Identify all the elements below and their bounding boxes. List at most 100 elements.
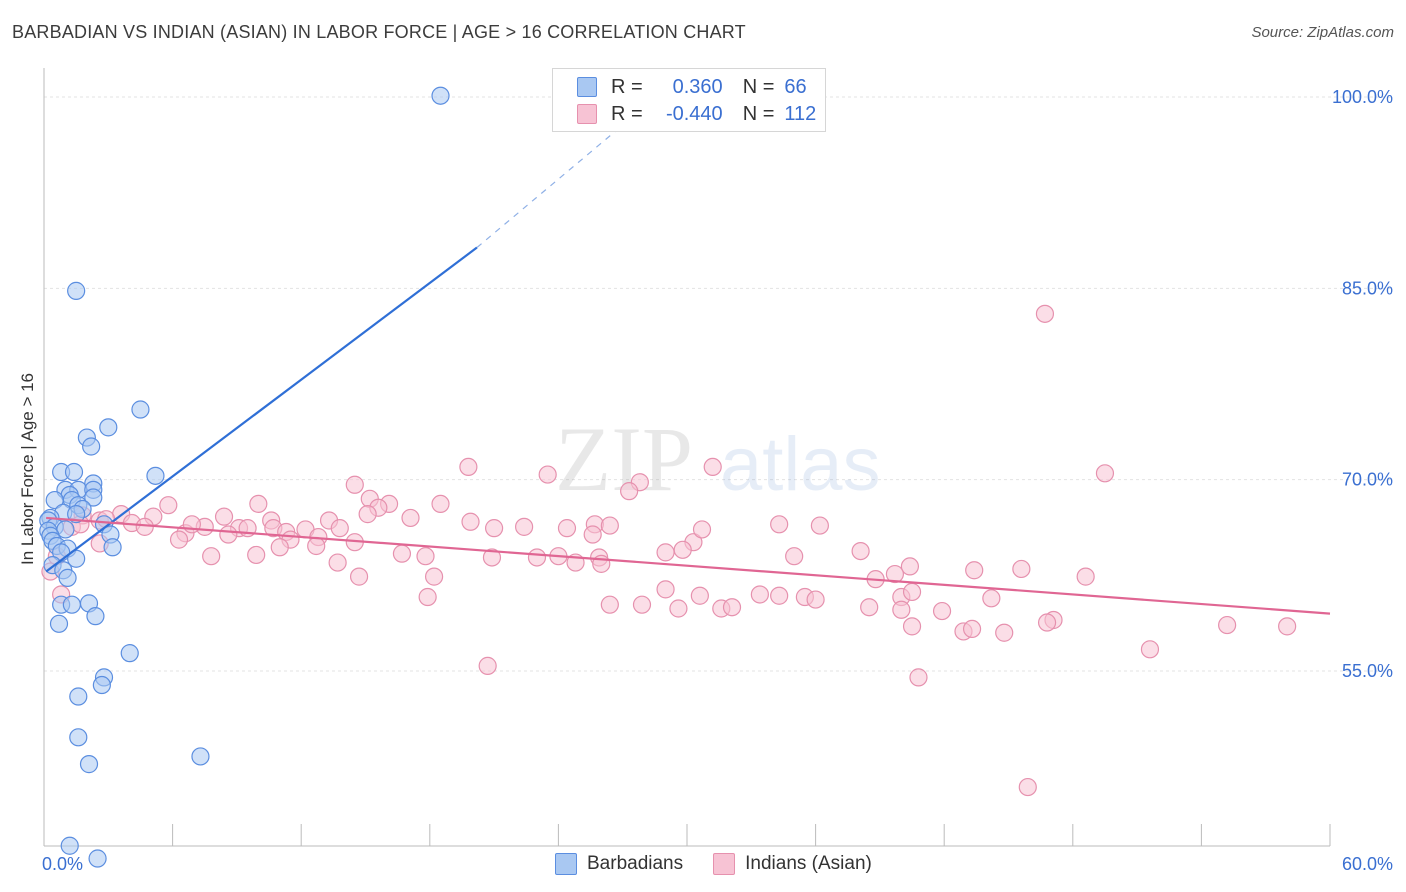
correlation-legend: R = 0.360 N = 66 R = -0.440 N = 112	[552, 68, 826, 132]
point-indians	[270, 538, 289, 557]
point-indians	[424, 567, 444, 586]
point-indians	[214, 507, 234, 526]
point-indians	[810, 516, 829, 535]
legend-r-value: -0.440	[665, 102, 723, 125]
point-indians	[656, 580, 675, 599]
point-indians	[202, 547, 221, 566]
point-indians	[932, 601, 952, 621]
legend-n-value: 66	[784, 75, 807, 98]
point-indians	[770, 515, 789, 534]
legend-n-value: 112	[784, 102, 817, 125]
point-indians	[1076, 567, 1095, 586]
point-indians	[478, 656, 497, 675]
point-barbadians	[49, 614, 69, 633]
legend-label-barbadians: Barbadians	[587, 853, 684, 874]
point-indians	[249, 494, 268, 514]
point-indians	[982, 589, 1001, 608]
point-indians	[1218, 615, 1237, 635]
trend-line-barbadians	[45, 246, 478, 573]
point-barbadians	[88, 849, 107, 868]
point-barbadians	[67, 505, 86, 524]
point-indians	[673, 540, 692, 559]
point-indians	[247, 545, 266, 565]
point-barbadians	[99, 418, 118, 437]
point-indians	[1012, 559, 1031, 579]
legend-n-label: N =	[742, 75, 775, 98]
legend-n-label: N =	[742, 102, 775, 125]
legend-r-label: R =	[611, 102, 643, 125]
point-barbadians	[84, 488, 103, 507]
point-indians	[515, 517, 534, 536]
point-barbadians	[64, 462, 84, 482]
watermark-atlas: atlas	[720, 422, 881, 507]
point-barbadians	[69, 728, 88, 747]
point-indians	[620, 482, 639, 501]
point-indians	[806, 590, 825, 609]
point-indians	[600, 516, 619, 535]
y-tick-label: 85.0%	[1342, 278, 1393, 298]
point-indians	[750, 585, 769, 604]
point-indians	[557, 519, 577, 538]
legend-row-barbadians: R = 0.360 N = 66	[577, 74, 807, 100]
point-barbadians	[146, 466, 165, 485]
point-indians	[1037, 613, 1057, 632]
point-indians	[392, 544, 412, 563]
point-barbadians	[58, 568, 77, 587]
y-tick-label: 100.0%	[1332, 87, 1393, 107]
point-barbadians	[79, 755, 99, 774]
legend-swatch-indians	[713, 853, 736, 875]
point-indians	[669, 599, 688, 618]
point-barbadians	[431, 86, 450, 105]
point-barbadians	[86, 607, 105, 626]
point-barbadians	[60, 836, 79, 855]
point-indians	[690, 586, 709, 605]
source-label: Source: ZipAtlas.com	[1251, 24, 1394, 41]
point-barbadians	[191, 747, 210, 766]
legend-item-barbadians[interactable]: Barbadians	[555, 853, 683, 875]
point-barbadians	[82, 437, 101, 456]
trend-line-barbadians-extension	[476, 115, 634, 248]
chart-title: BARBADIAN VS INDIAN (ASIAN) IN LABOR FOR…	[12, 22, 746, 42]
point-indians	[892, 600, 911, 619]
point-indians	[485, 519, 504, 538]
point-indians	[785, 547, 804, 566]
legend-row-indians: R = -0.440 N = 112	[577, 101, 816, 127]
point-indians	[1140, 640, 1160, 659]
point-indians	[482, 548, 502, 567]
point-indians	[860, 598, 879, 617]
point-indians	[885, 564, 905, 584]
point-indians	[135, 517, 154, 536]
point-indians	[169, 530, 189, 549]
legend-r-label: R =	[611, 75, 643, 98]
y-axis-label: In Labor Force | Age > 16	[18, 372, 37, 565]
legend-r-value: 0.360	[672, 75, 723, 98]
point-barbadians	[62, 595, 81, 614]
point-indians	[416, 547, 435, 566]
axes	[43, 68, 1331, 847]
point-indians	[1018, 777, 1037, 797]
point-indians	[692, 520, 712, 539]
point-barbadians	[120, 644, 139, 663]
trend-lines	[45, 115, 1331, 615]
point-barbadians	[69, 687, 88, 706]
point-barbadians	[92, 675, 111, 695]
point-indians	[1035, 304, 1055, 323]
x-tick-label: 60.0%	[1342, 854, 1393, 874]
point-indians	[851, 541, 870, 561]
point-barbadians	[103, 538, 122, 557]
point-indians	[902, 617, 922, 636]
point-indians	[583, 525, 602, 544]
point-indians	[1095, 464, 1115, 483]
point-indians	[965, 561, 984, 580]
point-indians	[527, 548, 547, 567]
x-tick-label: 0.0%	[42, 854, 83, 874]
legend-item-indians[interactable]: Indians (Asian)	[713, 853, 872, 875]
point-indians	[632, 595, 652, 614]
legend-swatch-barbadians	[577, 77, 597, 97]
series-legend: Barbadians Indians (Asian)	[555, 850, 902, 878]
point-indians	[219, 525, 238, 544]
point-indians	[902, 582, 922, 602]
point-indians	[703, 457, 722, 477]
point-barbadians	[67, 281, 86, 300]
